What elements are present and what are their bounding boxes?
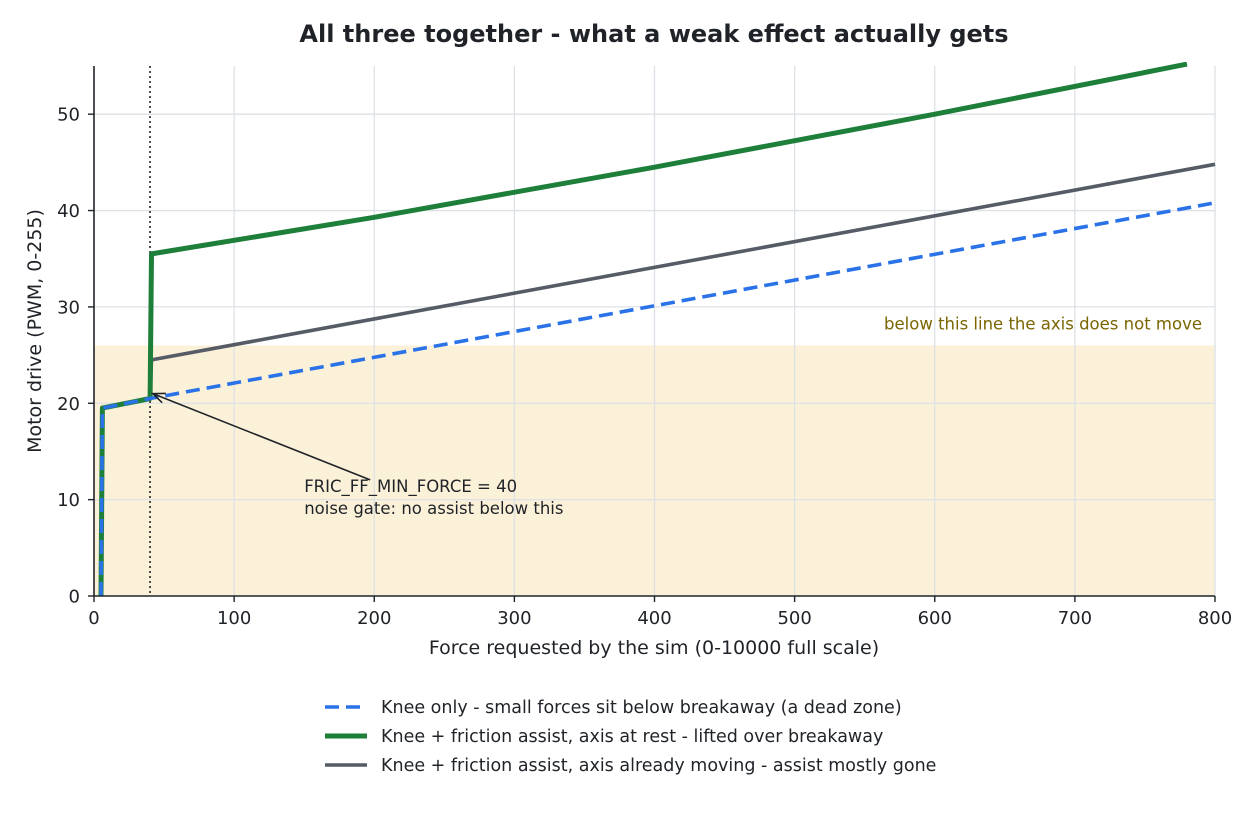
y-tick-label: 10 [57,490,80,511]
annotation-text-2: noise gate: no assist below this [304,499,563,518]
x-tick-label: 700 [1058,608,1092,629]
x-tick-label: 500 [777,608,811,629]
annotation-arrow [152,392,371,481]
x-tick-label: 600 [918,608,952,629]
series-line-1 [99,201,1216,597]
y-tick-label: 50 [57,105,80,126]
x-axis-label: Force requested by the sim (0-10000 full… [429,637,879,659]
y-axis-label: Motor drive (PWM, 0-255) [24,209,46,453]
y-tick-label: 30 [57,297,80,318]
x-tick-label: 300 [497,608,531,629]
legend: Knee only - small forces sit below break… [325,698,936,776]
x-tick-label: 200 [357,608,391,629]
x-tick-label: 400 [637,608,671,629]
legend-label-3: Knee + friction assist, axis already mov… [381,756,936,776]
x-tick-label: 800 [1198,608,1232,629]
legend-label-1: Knee only - small forces sit below break… [381,698,902,718]
x-tick-label: 0 [88,608,99,629]
y-tick-label: 20 [57,394,80,415]
annotation-arrowhead [150,392,166,404]
chart-title: All three together - what a weak effect … [299,20,1008,48]
band-label: below this line the axis does not move [884,314,1202,333]
x-tick-label: 100 [217,608,251,629]
y-tick-label: 0 [69,587,80,608]
legend-label-2: Knee + friction assist, axis at rest - l… [381,727,883,747]
annotation-text-1: FRIC_FF_MIN_FORCE = 40 [304,477,517,497]
y-tick-label: 40 [57,201,80,222]
